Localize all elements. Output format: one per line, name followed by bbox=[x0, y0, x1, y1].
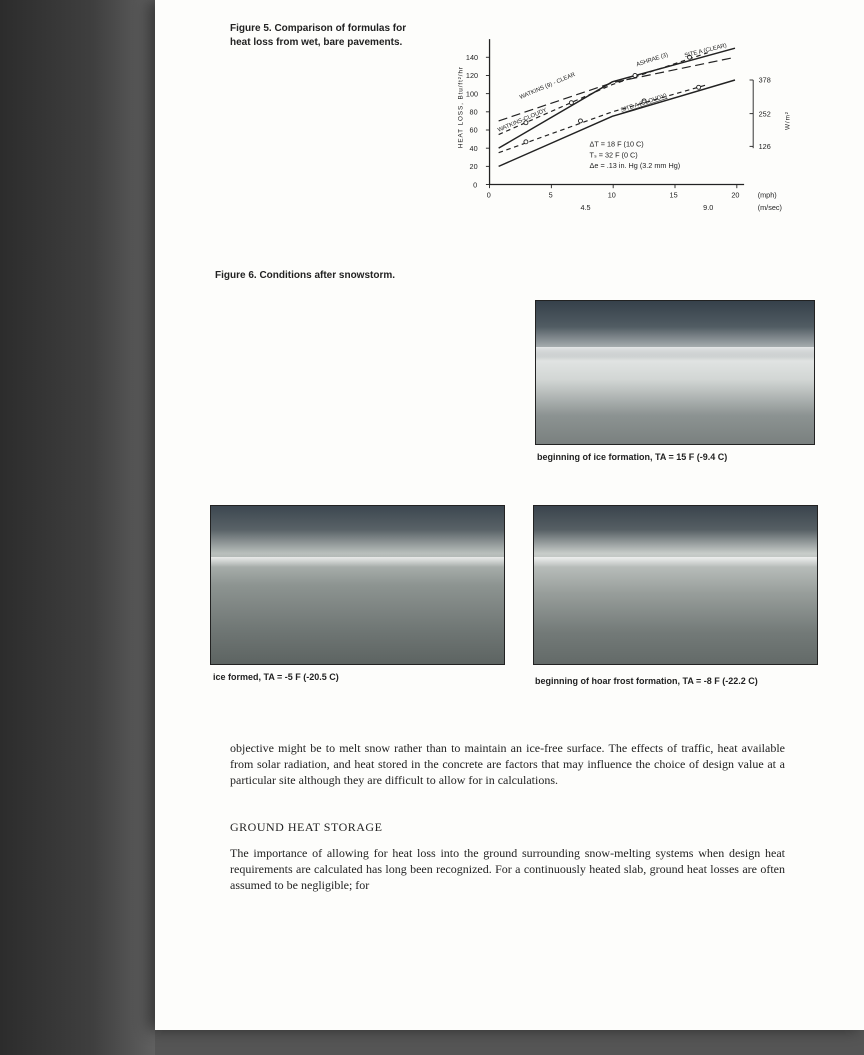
xtick: 10 bbox=[608, 190, 616, 199]
chart-annot: Tₛ = 32 F (0 C) bbox=[590, 150, 638, 159]
ytick: 120 bbox=[466, 71, 478, 80]
ytick: 0 bbox=[473, 180, 477, 189]
series-label: ASHRAE (3) bbox=[636, 52, 669, 68]
ytick: 60 bbox=[470, 126, 478, 135]
y-axis-label: HEAT LOSS, Btu/ft²/hr bbox=[457, 66, 464, 148]
scan-shadow bbox=[0, 0, 155, 1055]
rtick: 378 bbox=[759, 76, 771, 85]
section-heading: GROUND HEAT STORAGE bbox=[230, 820, 382, 835]
figure5-chart: 0 20 40 60 80 100 120 140 HEAT LOSS, Btu… bbox=[435, 30, 835, 230]
body-paragraph-2: The importance of allowing for heat loss… bbox=[230, 845, 785, 894]
figure5-caption: Figure 5. Comparison of formulas for hea… bbox=[230, 22, 420, 49]
x-unit-ms: (m/sec) bbox=[758, 203, 782, 212]
series-label: WATKINS (9) - CLEAR bbox=[519, 72, 576, 101]
xtick: 15 bbox=[670, 190, 678, 199]
right-axis-label: W/m² bbox=[785, 111, 792, 130]
photo1-caption: beginning of ice formation, TA = 15 F (-… bbox=[537, 452, 727, 462]
ytick: 40 bbox=[470, 144, 478, 153]
chart-annot: Δe = .13 in. Hg (3.2 mm Hg) bbox=[590, 161, 681, 170]
series-label: SITE A (CLOUDY) bbox=[620, 93, 668, 114]
photo-ice-formed bbox=[210, 505, 505, 665]
xtick: 5 bbox=[549, 190, 553, 199]
ytick: 100 bbox=[466, 89, 478, 98]
rtick: 126 bbox=[759, 142, 771, 151]
series-label: WATKINS-CLOUDY bbox=[497, 108, 548, 134]
ytick: 80 bbox=[470, 108, 478, 117]
body-paragraph-1: objective might be to melt snow rather t… bbox=[230, 740, 785, 789]
photo2-caption: ice formed, TA = -5 F (-20.5 C) bbox=[213, 672, 339, 682]
figure6-caption: Figure 6. Conditions after snowstorm. bbox=[215, 270, 395, 281]
photo-hoar-frost bbox=[533, 505, 818, 665]
page: Figure 5. Comparison of formulas for hea… bbox=[155, 0, 864, 1030]
photo-ice-beginning bbox=[535, 300, 815, 445]
xtick-ms: 9.0 bbox=[703, 203, 713, 212]
xtick-ms: 4.5 bbox=[580, 203, 590, 212]
x-unit-mph: (mph) bbox=[758, 190, 777, 199]
ytick: 20 bbox=[470, 162, 478, 171]
ytick: 140 bbox=[466, 53, 478, 62]
xtick: 20 bbox=[731, 190, 739, 199]
rtick: 252 bbox=[759, 109, 771, 118]
chart-annot: ΔT = 18 F (10 C) bbox=[590, 139, 644, 148]
photo3-caption: beginning of hoar frost formation, TA = … bbox=[535, 676, 758, 686]
xtick: 0 bbox=[487, 190, 491, 199]
